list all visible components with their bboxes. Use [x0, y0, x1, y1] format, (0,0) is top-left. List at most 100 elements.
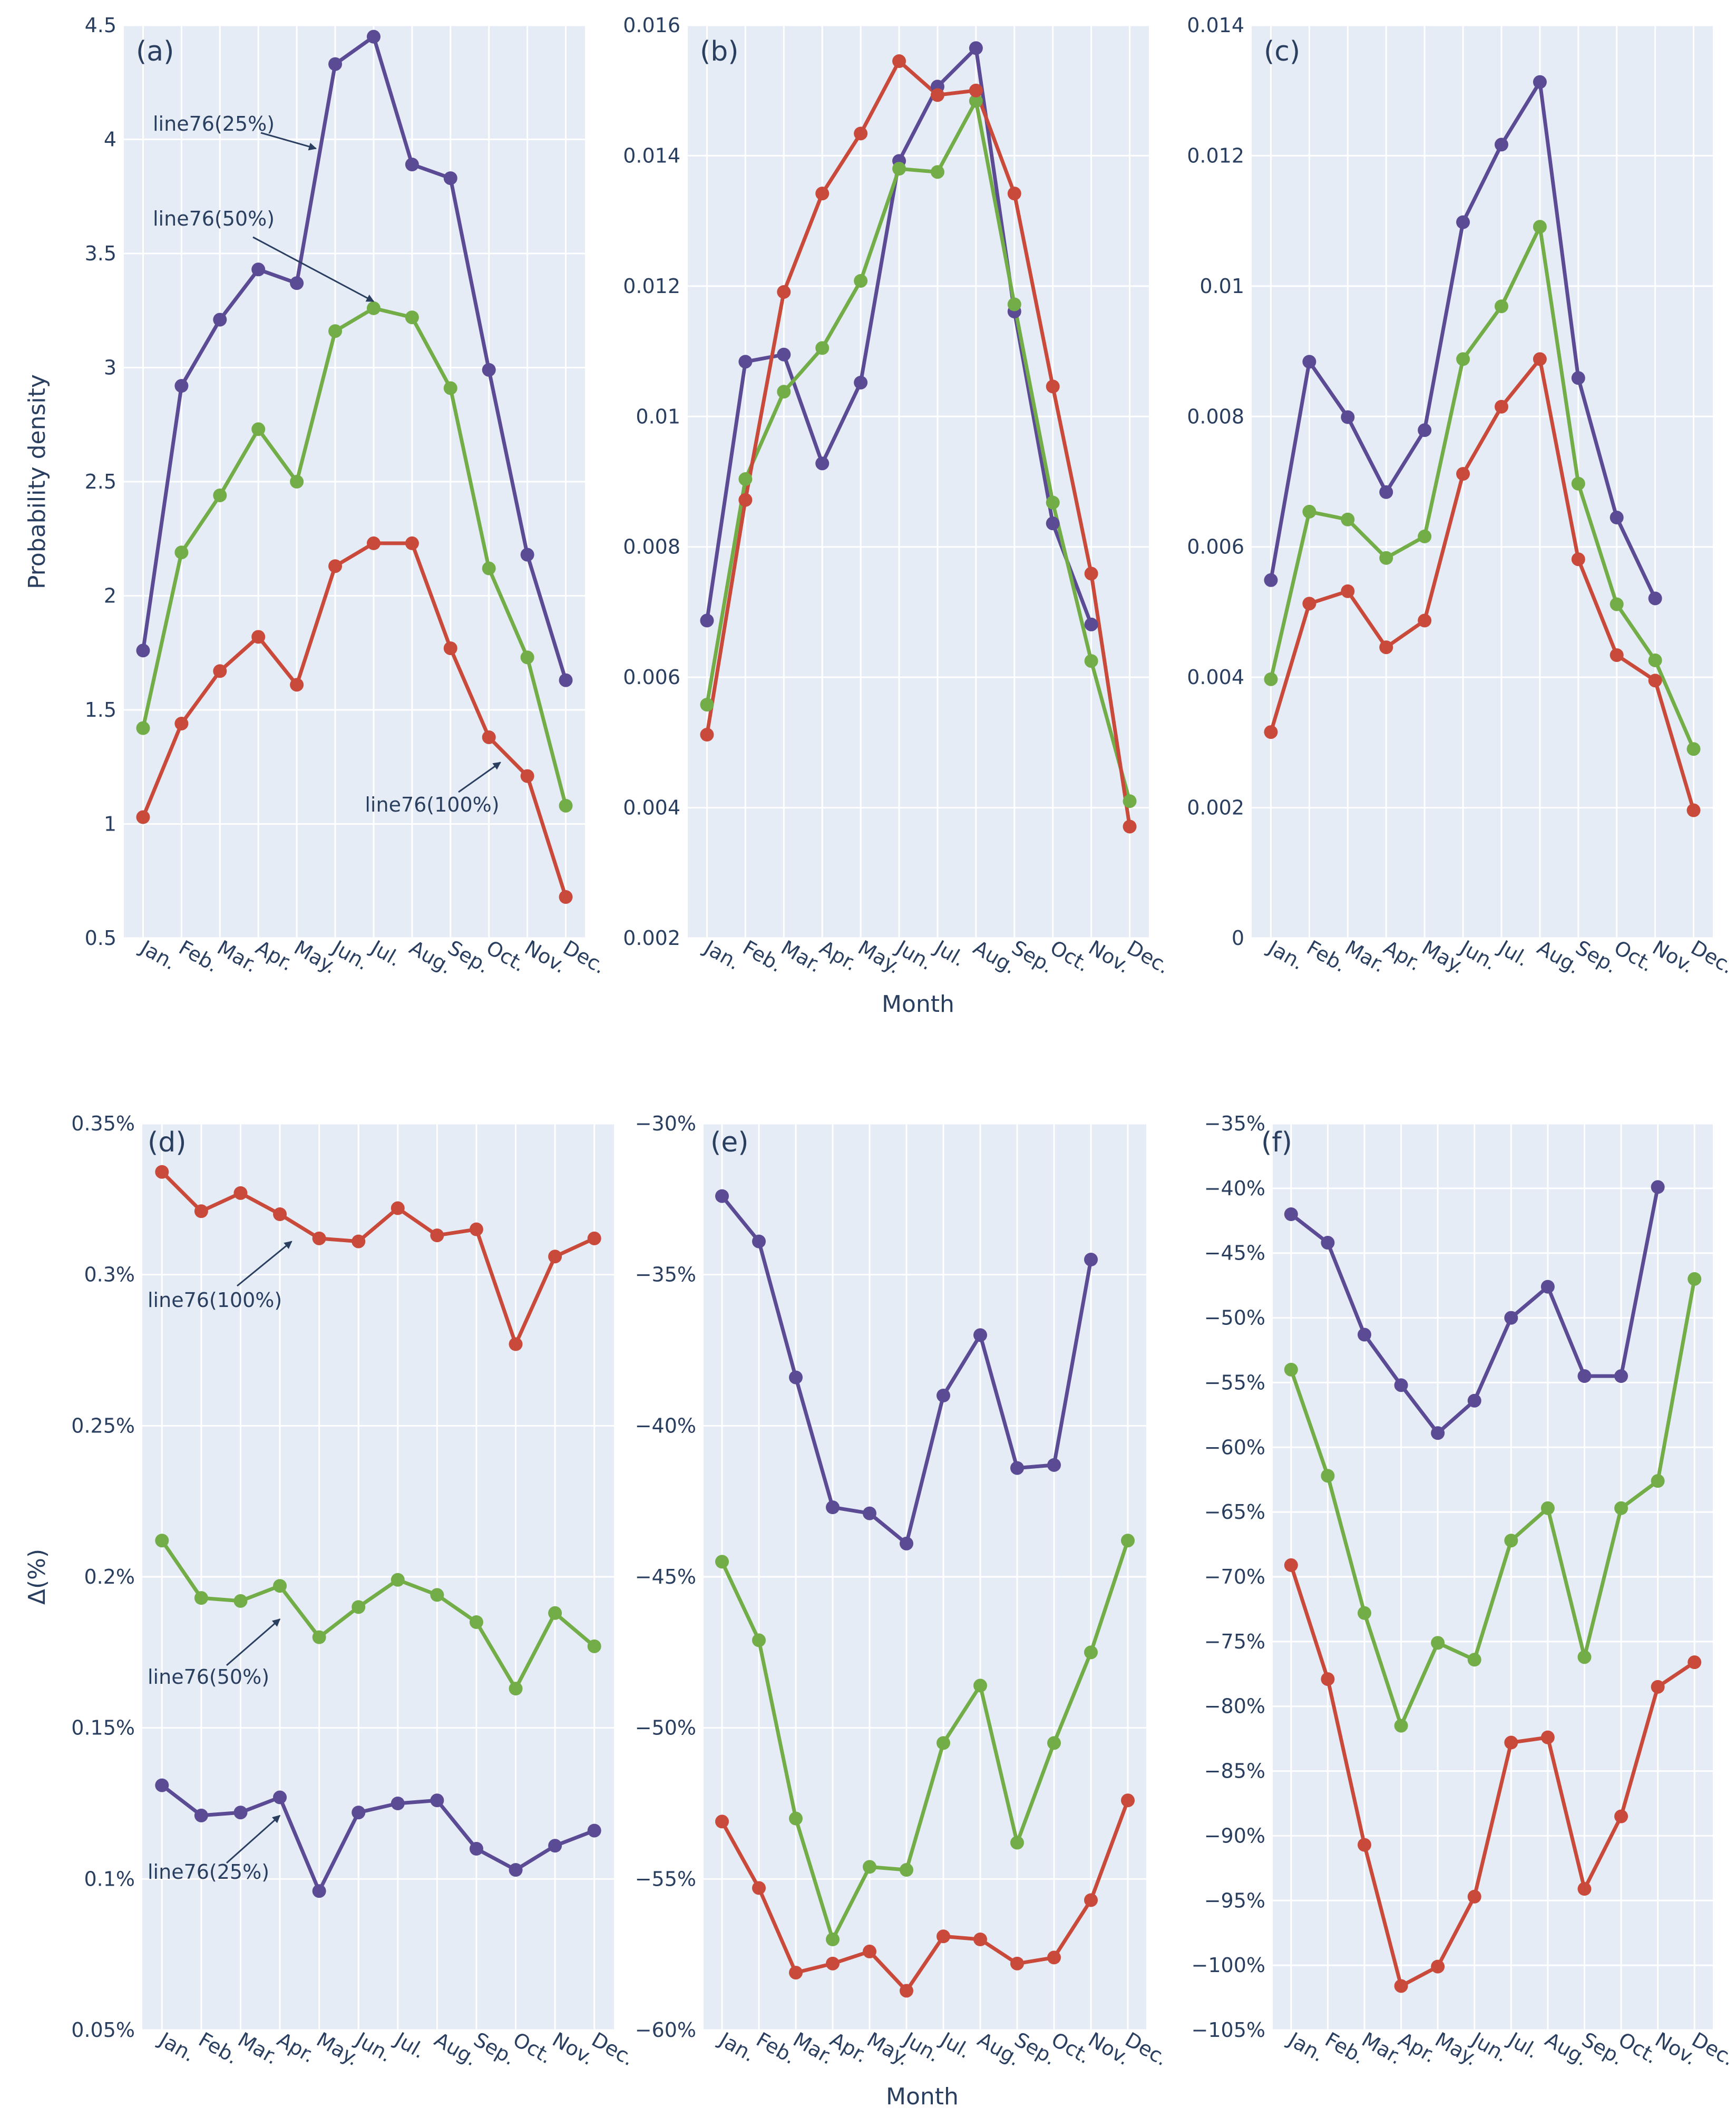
- data-point[interactable]: [1046, 516, 1060, 531]
- data-point[interactable]: [155, 1534, 169, 1548]
- data-point[interactable]: [1341, 584, 1355, 598]
- data-point[interactable]: [366, 30, 381, 44]
- data-point[interactable]: [366, 301, 381, 315]
- data-point[interactable]: [937, 1389, 950, 1402]
- data-point[interactable]: [1456, 467, 1470, 481]
- data-point[interactable]: [1540, 1730, 1555, 1744]
- data-point[interactable]: [1284, 1362, 1298, 1377]
- data-point[interactable]: [352, 1600, 366, 1614]
- data-point[interactable]: [969, 94, 983, 108]
- data-point[interactable]: [815, 341, 830, 355]
- data-point[interactable]: [174, 545, 189, 560]
- data-point[interactable]: [1379, 485, 1393, 499]
- data-point[interactable]: [1084, 1893, 1098, 1907]
- data-point[interactable]: [1321, 1236, 1335, 1250]
- data-point[interactable]: [973, 1933, 987, 1946]
- data-point[interactable]: [1084, 654, 1098, 668]
- data-point[interactable]: [715, 1814, 729, 1829]
- data-point[interactable]: [777, 285, 791, 299]
- data-point[interactable]: [1394, 1979, 1408, 1993]
- data-point[interactable]: [892, 162, 906, 176]
- data-point[interactable]: [194, 1204, 208, 1218]
- data-point[interactable]: [213, 488, 227, 502]
- data-point[interactable]: [738, 355, 753, 369]
- data-point[interactable]: [328, 57, 343, 71]
- data-point[interactable]: [900, 1984, 913, 1998]
- data-point[interactable]: [1648, 591, 1662, 606]
- data-point[interactable]: [1504, 1534, 1518, 1548]
- data-point[interactable]: [900, 1863, 913, 1877]
- data-point[interactable]: [194, 1591, 208, 1605]
- data-point[interactable]: [469, 1222, 483, 1236]
- data-point[interactable]: [1123, 819, 1137, 834]
- data-point[interactable]: [937, 1736, 950, 1750]
- data-point[interactable]: [136, 721, 150, 735]
- data-point[interactable]: [136, 810, 150, 824]
- data-point[interactable]: [1047, 1736, 1061, 1750]
- data-point[interactable]: [1047, 1950, 1061, 1965]
- data-point[interactable]: [1494, 399, 1508, 414]
- data-point[interactable]: [1686, 803, 1701, 817]
- data-point[interactable]: [930, 88, 944, 102]
- data-point[interactable]: [233, 1186, 248, 1200]
- data-point[interactable]: [352, 1806, 366, 1820]
- data-point[interactable]: [1686, 742, 1701, 756]
- data-point[interactable]: [789, 1966, 803, 1980]
- data-point[interactable]: [1321, 1469, 1335, 1483]
- data-point[interactable]: [1010, 1461, 1024, 1475]
- data-point[interactable]: [405, 536, 419, 550]
- data-point[interactable]: [715, 1189, 729, 1203]
- data-point[interactable]: [559, 890, 573, 904]
- data-point[interactable]: [251, 630, 266, 644]
- data-point[interactable]: [1651, 1474, 1665, 1488]
- data-point[interactable]: [826, 1933, 840, 1946]
- data-point[interactable]: [826, 1500, 840, 1515]
- data-point[interactable]: [405, 158, 419, 172]
- data-point[interactable]: [1047, 1458, 1061, 1472]
- data-point[interactable]: [1688, 1655, 1702, 1670]
- data-point[interactable]: [1357, 1838, 1371, 1852]
- data-point[interactable]: [1010, 1956, 1024, 1970]
- data-point[interactable]: [700, 698, 714, 712]
- data-point[interactable]: [937, 1929, 950, 1944]
- data-point[interactable]: [1494, 138, 1508, 152]
- data-point[interactable]: [443, 641, 457, 656]
- data-point[interactable]: [1341, 410, 1355, 424]
- data-point[interactable]: [1571, 371, 1585, 385]
- data-point[interactable]: [863, 1506, 876, 1520]
- data-point[interactable]: [1357, 1328, 1371, 1342]
- data-point[interactable]: [1264, 672, 1278, 686]
- data-point[interactable]: [1341, 512, 1355, 526]
- data-point[interactable]: [482, 561, 496, 575]
- data-point[interactable]: [1284, 1207, 1298, 1221]
- data-point[interactable]: [969, 41, 983, 55]
- data-point[interactable]: [777, 347, 791, 362]
- data-point[interactable]: [973, 1679, 987, 1693]
- data-point[interactable]: [1651, 1680, 1665, 1694]
- data-point[interactable]: [559, 673, 573, 687]
- data-point[interactable]: [509, 1863, 523, 1877]
- data-point[interactable]: [290, 678, 304, 692]
- data-point[interactable]: [1651, 1180, 1665, 1194]
- data-point[interactable]: [587, 1231, 601, 1245]
- data-point[interactable]: [1010, 1836, 1024, 1850]
- data-point[interactable]: [233, 1806, 248, 1820]
- data-point[interactable]: [1007, 297, 1021, 311]
- data-point[interactable]: [1418, 613, 1432, 628]
- data-point[interactable]: [520, 650, 534, 665]
- data-point[interactable]: [352, 1234, 366, 1248]
- data-point[interactable]: [430, 1793, 444, 1808]
- data-point[interactable]: [1431, 1959, 1445, 1974]
- data-point[interactable]: [1533, 75, 1547, 89]
- data-point[interactable]: [430, 1588, 444, 1602]
- data-point[interactable]: [194, 1808, 208, 1822]
- data-point[interactable]: [391, 1573, 405, 1587]
- data-point[interactable]: [1084, 1645, 1098, 1660]
- data-point[interactable]: [1321, 1672, 1335, 1686]
- data-point[interactable]: [863, 1860, 876, 1874]
- data-point[interactable]: [1540, 1280, 1555, 1294]
- data-point[interactable]: [312, 1231, 326, 1245]
- data-point[interactable]: [1467, 1889, 1481, 1904]
- data-point[interactable]: [548, 1839, 562, 1853]
- data-point[interactable]: [482, 730, 496, 744]
